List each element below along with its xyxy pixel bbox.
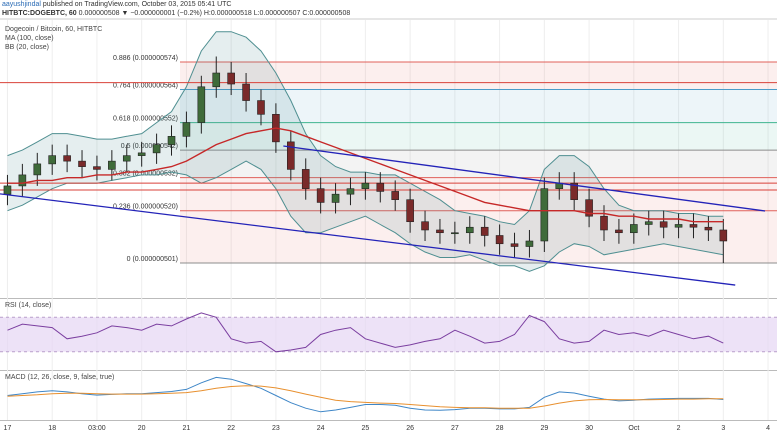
fib-zone <box>180 177 777 211</box>
candle-body <box>137 152 146 156</box>
published: published on TradingView.com, October 03… <box>43 1 232 8</box>
candle-body <box>540 188 549 242</box>
legend-bb: BB (20, close) <box>5 44 49 51</box>
candle-body <box>465 226 474 234</box>
candle-body <box>525 240 534 247</box>
indicator-line <box>7 385 724 409</box>
candle-body <box>33 163 42 176</box>
x-tick-label: 25 <box>361 425 369 432</box>
candle-body <box>510 243 519 247</box>
x-tick-label: 03:00 <box>88 425 106 432</box>
x-tick-label: 24 <box>317 425 325 432</box>
x-tick-label: 23 <box>272 425 280 432</box>
candle-body <box>242 83 250 101</box>
x-tick-label: 18 <box>48 425 56 432</box>
x-tick-label: 22 <box>227 425 235 432</box>
legend-ma: MA (100, close) <box>5 35 54 42</box>
candle-body <box>451 232 459 235</box>
x-tick-label: 27 <box>451 425 459 432</box>
fib-label: 0.5 (0.000000542) <box>121 143 178 150</box>
candle-body <box>421 221 429 231</box>
candle-body <box>659 221 668 228</box>
candle-body <box>719 229 728 242</box>
candle-body <box>152 144 161 154</box>
x-tick-label: 2 <box>677 425 681 432</box>
candle-body <box>3 185 12 195</box>
candle-body <box>391 191 400 200</box>
x-tick-label: 30 <box>585 425 593 432</box>
candle-body <box>257 100 265 115</box>
x-tick-label: Oct <box>628 425 639 432</box>
symbol: HITBTC:DOGEBTC, 60 <box>2 10 77 17</box>
candle-body <box>436 229 444 234</box>
author[interactable]: aayushjindal <box>2 1 41 8</box>
chart-title: Dogecoin / Bitcoin, 60, HITBTC <box>5 26 102 33</box>
macd-title: MACD (12, 26, close, 9, false, true) <box>5 374 114 381</box>
candle-body <box>376 182 385 192</box>
candle-body <box>93 166 101 170</box>
x-tick-label: 26 <box>406 425 414 432</box>
ma-line <box>7 127 724 223</box>
header-line: aayushjindal published on TradingView.co… <box>2 1 231 8</box>
fib-label: 0 (0.000000501) <box>127 256 178 263</box>
candle-body <box>167 136 176 145</box>
candle-body <box>197 86 206 123</box>
candle-body <box>227 72 235 85</box>
symbol-line: HITBTC:DOGEBTC, 60 0.000000508 ▼ −0.0000… <box>2 10 350 17</box>
candle-body <box>48 155 56 165</box>
candle-body <box>495 235 504 245</box>
candle-body <box>630 224 638 234</box>
candle-body <box>361 182 370 189</box>
candle-body <box>570 182 578 200</box>
rsi-title: RSI (14, close) <box>5 302 51 309</box>
fib-label: 0.236 (0.000000520) <box>113 204 178 211</box>
candle-body <box>644 221 653 225</box>
candle-body <box>78 160 86 167</box>
candle-body <box>346 188 355 195</box>
candle-body <box>122 155 131 162</box>
fib-label: 0.764 (0.000000564) <box>113 82 178 89</box>
fib-label: 0.618 (0.000000552) <box>113 115 178 122</box>
x-tick-label: 21 <box>183 425 191 432</box>
fib-zone <box>180 150 777 178</box>
candle-body <box>108 160 116 170</box>
candle-body <box>600 215 608 231</box>
indicator-line <box>7 312 724 353</box>
bb-lower <box>7 160 724 272</box>
candle-body <box>182 122 191 137</box>
candle-body <box>63 155 71 162</box>
plot: 17 18 03:00 20 21 22 23 24 25 26 27 28 29 30 Oct 2 3 40.8… <box>0 20 777 432</box>
x-tick-label: 3 <box>721 425 725 432</box>
candle-body <box>212 72 221 88</box>
x-tick-label: 4 <box>766 425 770 432</box>
quote: 0.000000508 ▼ −0.000000001 (−0.2%) H:0.0… <box>79 10 351 17</box>
x-tick-label: 17 <box>4 425 12 432</box>
candle-body <box>331 193 340 203</box>
x-tick-label: 29 <box>540 425 548 432</box>
x-tick-label: 28 <box>496 425 504 432</box>
candle-body <box>316 188 325 203</box>
candle-body <box>406 199 414 223</box>
fib-label: 0.886 (0.000000574) <box>113 55 178 62</box>
candle-body <box>287 141 295 170</box>
fib-zone <box>180 61 777 90</box>
candle-body <box>301 169 310 189</box>
rsi-band <box>0 317 777 352</box>
candle-body <box>704 226 713 231</box>
candle-body <box>585 199 593 217</box>
trendline <box>0 193 736 286</box>
candle-body <box>18 174 27 187</box>
candle-body <box>674 224 683 228</box>
candle-body <box>480 226 489 236</box>
candle-body <box>615 229 623 234</box>
fib-label: 0.382 (0.000000532) <box>113 171 178 178</box>
trendline <box>283 145 766 212</box>
candle-body <box>689 224 698 228</box>
x-tick-label: 20 <box>138 425 146 432</box>
